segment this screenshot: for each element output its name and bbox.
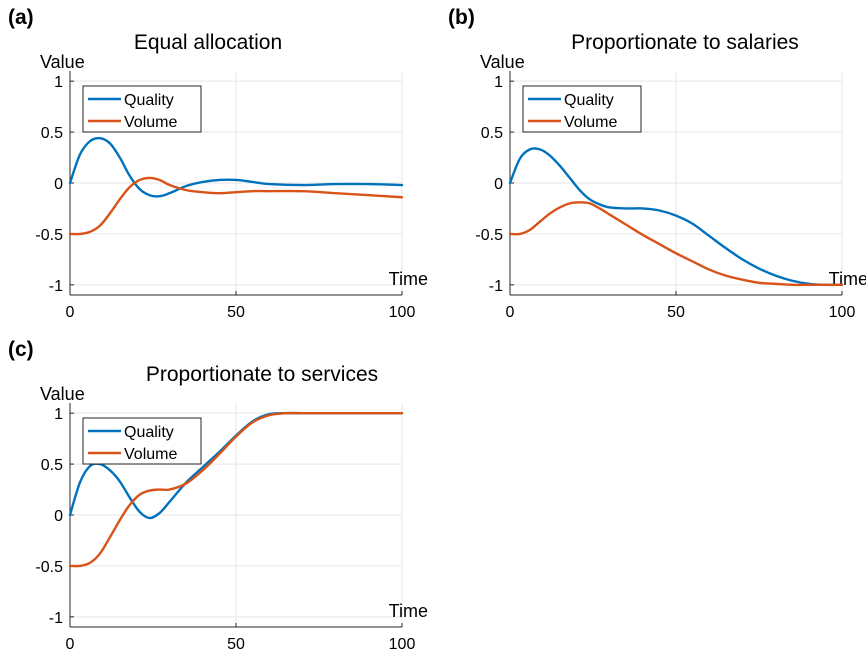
- x-axis-label: Time: [389, 269, 428, 289]
- legend-label-quality: Quality: [124, 92, 174, 109]
- legend: Quality Volume: [82, 417, 202, 465]
- x-tick-label: 50: [227, 636, 245, 652]
- chart-svg-b: (b) Proportionate to salaries Value 0 50 100 1…: [448, 6, 866, 321]
- x-tick-label: 50: [227, 304, 245, 321]
- x-tick-label: 0: [66, 636, 75, 652]
- panel-letter: (a): [8, 6, 34, 29]
- y-tick-label: 0.5: [41, 457, 63, 474]
- series-line-quality: [68, 136, 404, 198]
- x-tick-label: 100: [389, 304, 416, 321]
- x-tick-label: 100: [829, 304, 856, 321]
- legend-label-volume: Volume: [124, 446, 177, 463]
- y-tick-label: -0.5: [35, 227, 63, 244]
- y-tick-label: -1: [49, 278, 63, 295]
- y-tick-label: 1: [54, 406, 63, 423]
- x-tick-label: 50: [667, 304, 685, 321]
- y-tick-label: 0: [54, 176, 63, 193]
- panel-letter: (c): [8, 338, 34, 361]
- chart-title: Equal allocation: [134, 31, 282, 54]
- legend-label-volume: Volume: [564, 114, 617, 131]
- legend: Quality Volume: [522, 85, 642, 133]
- legend-label-quality: Quality: [124, 424, 174, 441]
- panel-letter: (b): [448, 6, 475, 29]
- y-tick-label: -1: [49, 610, 63, 627]
- x-tick-label: 0: [506, 304, 515, 321]
- y-tick-label: 0: [494, 176, 503, 193]
- legend-label-quality: Quality: [564, 92, 614, 109]
- y-tick-label: 0.5: [41, 125, 63, 142]
- chart-title: Proportionate to salaries: [571, 31, 799, 54]
- chart-panel-a: (a) Equal allocation Value 0 50 100 1 0.5 0 -0.5 -…: [0, 0, 430, 321]
- series-line-volume: [68, 176, 404, 236]
- legend-box: [82, 417, 202, 465]
- y-tick-label: 1: [54, 74, 63, 91]
- y-axis-label: Value: [40, 52, 85, 72]
- chart-svg-c: (c) Proportionate to services Value 0 50 100 1…: [8, 338, 428, 652]
- series-line-volume: [68, 411, 404, 568]
- x-tick-label: 0: [66, 304, 75, 321]
- y-tick-label: -1: [489, 278, 503, 295]
- y-axis-label: Value: [480, 52, 525, 72]
- x-axis-label: Time: [389, 601, 428, 621]
- chart-title: Proportionate to services: [146, 363, 378, 386]
- legend-box: [82, 85, 202, 133]
- chart-panel-b: (b) Proportionate to salaries Value 0 50 100 1…: [440, 0, 866, 321]
- y-tick-label: 0.5: [481, 125, 503, 142]
- legend: Quality Volume: [82, 85, 202, 133]
- x-tick-label: 100: [389, 636, 416, 652]
- y-tick-label: 1: [494, 74, 503, 91]
- y-tick-label: -0.5: [475, 227, 503, 244]
- series-line-volume: [508, 201, 844, 287]
- series-line-quality: [508, 147, 844, 287]
- y-tick-label: 0: [54, 508, 63, 525]
- legend-box: [522, 85, 642, 133]
- legend-label-volume: Volume: [124, 114, 177, 131]
- y-tick-label: -0.5: [35, 559, 63, 576]
- y-axis-label: Value: [40, 384, 85, 404]
- chart-svg-a: (a) Equal allocation Value 0 50 100 1 0.5 0 -0.5 -…: [8, 6, 428, 321]
- chart-panel-c: (c) Proportionate to services Value 0 50 100 1…: [0, 332, 430, 652]
